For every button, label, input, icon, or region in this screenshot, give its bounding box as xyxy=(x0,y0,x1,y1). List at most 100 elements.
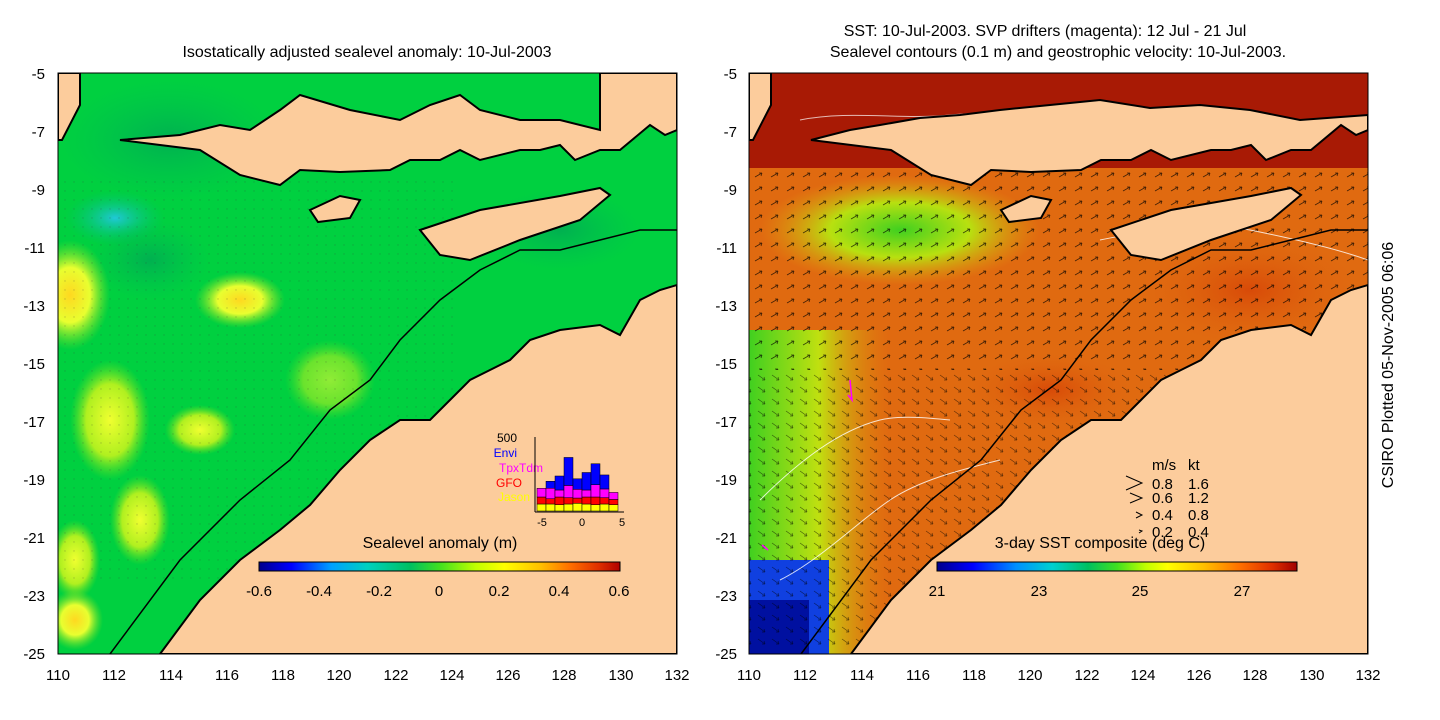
legend-envi: Envi xyxy=(494,446,517,460)
y-tick: -17 xyxy=(23,414,45,431)
histogram-bar-envi xyxy=(554,475,565,491)
y-tick: -15 xyxy=(23,356,45,373)
colorbar-tick: 25 xyxy=(1132,583,1149,600)
y-tick: -21 xyxy=(715,530,737,547)
svp-drifter-track xyxy=(761,544,769,551)
histogram-bars xyxy=(536,457,619,512)
histogram-bar-jason xyxy=(536,503,547,512)
colorbar-tick: 27 xyxy=(1234,583,1251,600)
x-tick: 128 xyxy=(1242,667,1267,684)
left-panel-title: Isostatically adjusted sealevel anomaly:… xyxy=(182,44,551,61)
right-colorbar-ramp xyxy=(936,561,1298,572)
right-y-axis: -5 -7 -9 -11 -13 -15 -17 -19 -21 -23 -25 xyxy=(715,66,737,663)
left-x-axis: 110 112 114 116 118 120 122 124 126 128 … xyxy=(46,667,689,684)
histogram-bar-gfo xyxy=(608,499,619,505)
histogram-bar-envi xyxy=(563,457,574,486)
x-tick: 112 xyxy=(793,667,817,684)
histogram-bar-jason xyxy=(545,503,556,512)
histogram-ymax: 500 xyxy=(497,431,517,445)
histogram-x-tick: 0 xyxy=(579,517,585,529)
histogram-bar-tpx xyxy=(572,489,583,499)
colorbar-tick: 0.6 xyxy=(609,583,630,600)
right-colorbar-label: 3-day SST composite (deg C) xyxy=(995,535,1205,552)
left-colorbar: Sealevel anomaly (m) -0.6 -0.4 -0.2 0 0.… xyxy=(246,535,629,600)
legend-ms-value: 0.4 xyxy=(1152,507,1173,524)
x-tick: 132 xyxy=(664,667,689,684)
sst-map xyxy=(749,73,1368,654)
x-tick: 122 xyxy=(1074,667,1099,684)
right-panel-title-line2: Sealevel contours (0.1 m) and geostrophi… xyxy=(830,44,1286,61)
legend-kt-value: 1.2 xyxy=(1188,490,1209,507)
histogram-bar-envi xyxy=(599,474,610,490)
arrow-scale-icon xyxy=(1129,492,1144,504)
legend-ms-value: 0.8 xyxy=(1152,476,1173,493)
x-tick: 132 xyxy=(1355,667,1380,684)
histogram-bar-gfo xyxy=(545,498,556,505)
y-tick: -23 xyxy=(715,588,737,605)
histogram-bar-gfo xyxy=(590,496,601,505)
y-tick: -21 xyxy=(23,530,45,547)
y-tick: -7 xyxy=(32,124,45,141)
colorbar-tick: 0 xyxy=(435,583,443,600)
x-tick: 130 xyxy=(608,667,633,684)
histogram-bar-tpx xyxy=(599,488,610,498)
histogram-bar-jason xyxy=(572,503,583,512)
y-tick: -11 xyxy=(24,240,45,257)
left-colorbar-label: Sealevel anomaly (m) xyxy=(363,535,518,552)
y-tick: -19 xyxy=(23,472,45,489)
x-tick: 120 xyxy=(1017,667,1042,684)
histogram-bar-gfo xyxy=(572,497,583,504)
legend-tpxtdm: TpxTdm xyxy=(499,461,543,475)
x-tick: 130 xyxy=(1299,667,1324,684)
histogram-bar-tpx xyxy=(608,492,619,500)
altimeter-histogram-inset: 500 Envi TpxTdm GFO Jason -5 0 5 xyxy=(494,431,625,529)
histogram-bar-gfo xyxy=(554,496,565,505)
x-tick: 116 xyxy=(906,667,930,684)
histogram-bar-envi xyxy=(572,478,583,490)
y-tick: -23 xyxy=(23,588,45,605)
legend-ms-value: 0.6 xyxy=(1152,490,1173,507)
legend-kt-value: 0.8 xyxy=(1188,507,1209,524)
histogram-bar-envi xyxy=(590,463,601,485)
y-tick: -13 xyxy=(715,298,737,315)
histogram-bar-gfo xyxy=(536,496,547,505)
y-tick: -5 xyxy=(32,66,45,83)
histogram-bar-tpx xyxy=(590,484,601,498)
y-tick: -17 xyxy=(715,414,737,431)
right-colorbar: 3-day SST composite (deg C) 21 23 25 27 xyxy=(929,535,1298,600)
legend-kt-value: 0.4 xyxy=(1188,524,1209,541)
velocity-legend: m/s kt 0.8 1.6 0.6 1.2 0.4 0.8 0.2 0.4 xyxy=(1125,457,1209,541)
y-tick: -11 xyxy=(716,240,737,257)
histogram-bar-envi xyxy=(545,481,556,489)
x-tick: 110 xyxy=(46,667,70,684)
x-tick: 112 xyxy=(102,667,126,684)
histogram-bar-tpx xyxy=(581,489,592,498)
histogram-bar-tpx xyxy=(536,488,547,498)
histogram-bar-jason xyxy=(608,504,619,512)
x-tick: 118 xyxy=(271,667,295,684)
histogram-bar-jason xyxy=(590,504,601,512)
arrow-scale-icon xyxy=(1125,475,1144,491)
histogram-bar-jason xyxy=(581,503,592,512)
y-tick: -9 xyxy=(32,182,45,199)
x-tick: 126 xyxy=(1186,667,1211,684)
histogram-bar-tpx xyxy=(563,485,574,498)
plot-credit: CSIRO Plotted 05-Nov-2005 06:06 xyxy=(1380,242,1397,488)
colorbar-tick: 23 xyxy=(1031,583,1048,600)
shelf-contour-right xyxy=(800,229,1368,654)
legend-kt-value: 1.6 xyxy=(1188,476,1209,493)
colorbar-tick: -0.6 xyxy=(246,583,272,600)
x-tick: 122 xyxy=(383,667,408,684)
y-tick: -5 xyxy=(724,66,737,83)
x-tick: 114 xyxy=(159,667,183,684)
colorbar-tick: 0.2 xyxy=(489,583,510,600)
x-tick: 114 xyxy=(850,667,874,684)
x-tick: 116 xyxy=(215,667,239,684)
right-x-axis: 110 112 114 116 118 120 122 124 126 128 … xyxy=(737,667,1380,684)
colorbar-tick: -0.2 xyxy=(366,583,392,600)
legend-gfo: GFO xyxy=(496,476,522,490)
y-tick: -9 xyxy=(724,182,737,199)
x-tick: 120 xyxy=(326,667,351,684)
x-tick: 124 xyxy=(1130,667,1155,684)
